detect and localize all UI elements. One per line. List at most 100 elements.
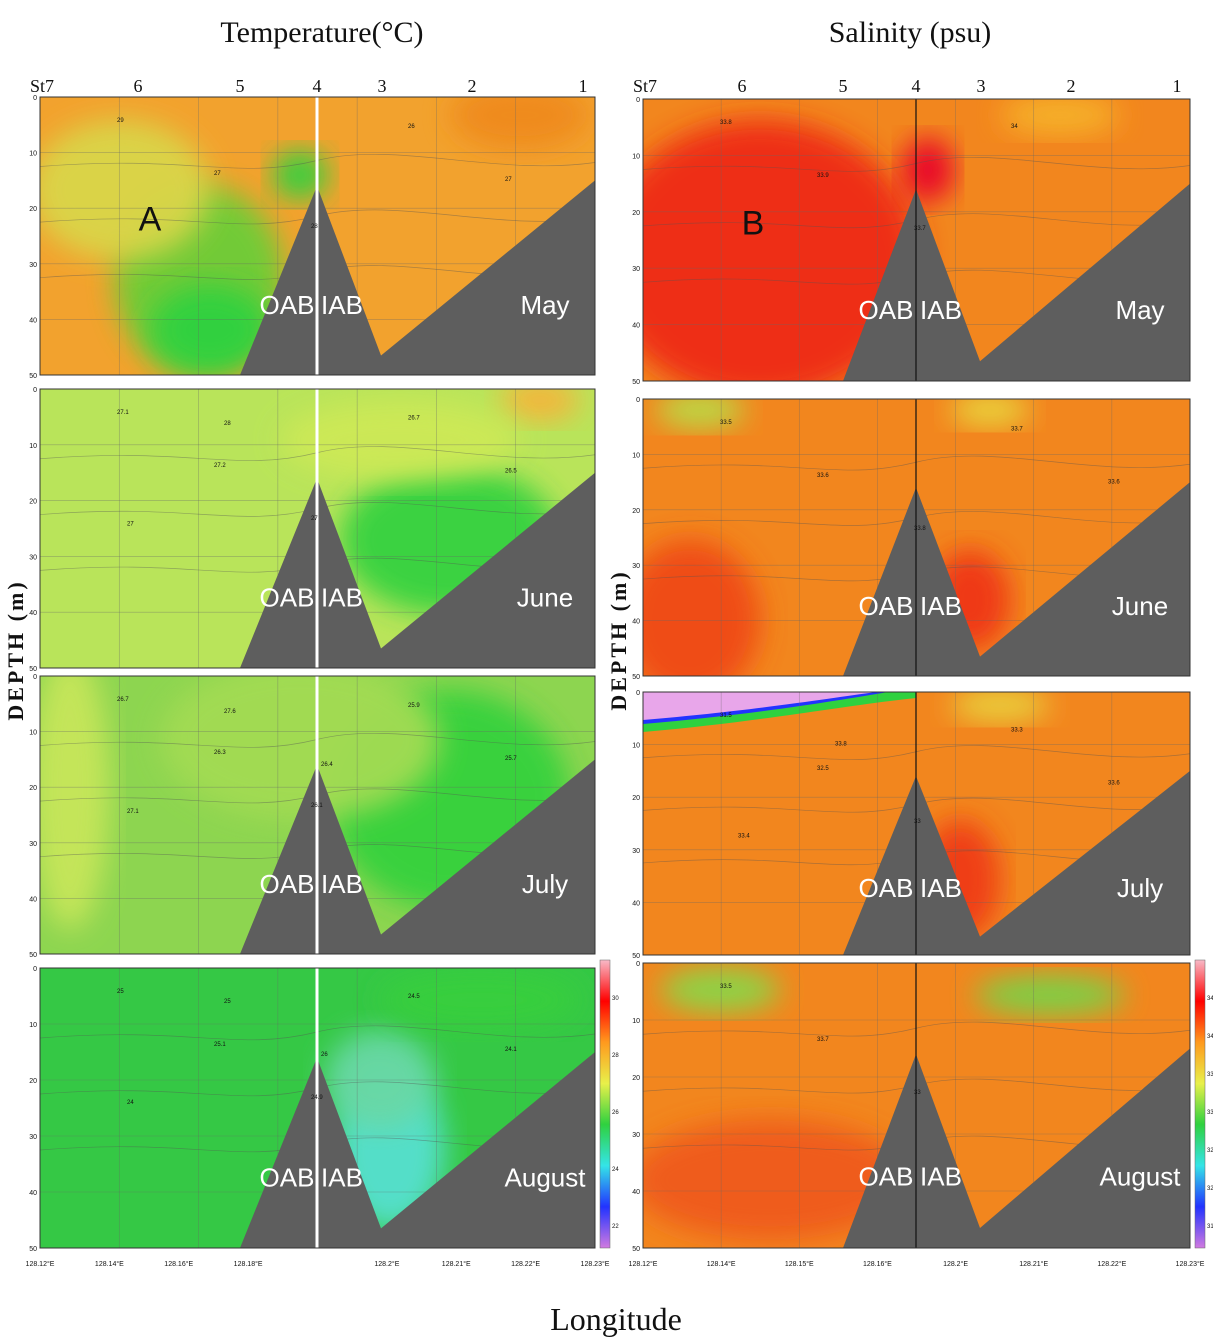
field-blob — [500, 389, 580, 422]
field-blob — [950, 399, 1030, 426]
contour-label: 33.5 — [720, 984, 732, 990]
depth-tick-label: 0 — [636, 97, 640, 104]
longitude-tick-label: 128.2°E — [374, 1260, 399, 1268]
depth-tick-label: 0 — [636, 397, 640, 404]
region-label-oab: OAB — [859, 1161, 914, 1191]
depth-tick-label: 10 — [29, 443, 37, 450]
seabed — [240, 759, 595, 954]
station-label: St7 — [633, 76, 657, 96]
colorbar-bar — [1194, 959, 1206, 1249]
seabed — [843, 770, 1190, 955]
contour-label: 31.5 — [720, 713, 732, 719]
seabed — [843, 1048, 1190, 1248]
colorbar-tick-label: 31.5 — [1207, 1224, 1213, 1230]
contour-label: 24.1 — [505, 1047, 517, 1053]
contour-label: 33.4 — [738, 833, 750, 839]
contour-label: 25.7 — [505, 756, 517, 762]
longitude-ticks-salinity: 128.12°E 128.14°E 128.15°E 128.16°E 128.2°E 1… — [629, 1260, 1205, 1268]
depth-tick-label: 40 — [29, 1190, 37, 1197]
contour-label: 27 — [127, 522, 134, 528]
field-blob — [950, 692, 1050, 721]
panel-frame — [39, 675, 596, 955]
station-label: 4 — [912, 76, 921, 96]
fresh-layer-purple — [643, 692, 876, 720]
contour-label: 28 — [311, 224, 318, 230]
depth-tick-label: 50 — [29, 952, 37, 959]
colorbar-tick-label: 34.5 — [1207, 996, 1213, 1002]
depth-tick-label: 10 — [632, 153, 640, 160]
seabed — [240, 180, 595, 375]
contour-label: 27.1 — [127, 809, 139, 815]
panel-frame — [642, 691, 1191, 956]
contour-label: 27 — [214, 171, 221, 177]
depth-tick-label: 30 — [632, 1132, 640, 1139]
contour-label: 33.7 — [1011, 427, 1023, 433]
seabed — [843, 482, 1190, 676]
depth-tick-label: 40 — [632, 619, 640, 626]
depth-tick-label: 50 — [29, 666, 37, 673]
station-label: 2 — [468, 76, 477, 96]
depth-tick-label: 30 — [29, 262, 37, 269]
depth-tick-label: 20 — [632, 210, 640, 217]
depth-axis-label-right: DEPTH (m) — [606, 569, 631, 710]
depth-tick-label: 30 — [632, 848, 640, 855]
field-blob — [902, 138, 954, 202]
field-blob — [643, 1120, 910, 1240]
station-label: 2 — [1067, 76, 1076, 96]
longitude-tick-label: 128.16°E — [863, 1260, 892, 1268]
temperature-colorbar: 30 28 26 24 22 — [599, 959, 619, 1249]
contour-label: 33.7 — [914, 226, 926, 232]
contour-label: 24.5 — [408, 994, 420, 1000]
region-label-oab: OAB — [260, 583, 315, 613]
contour-label: 28 — [224, 421, 231, 427]
contour-label: 33 — [914, 1090, 921, 1096]
field-blob — [40, 120, 210, 260]
colorbar-tick-label: 28 — [612, 1053, 619, 1059]
contour-label: 24 — [127, 1100, 134, 1106]
depth-tick-label: 50 — [632, 674, 640, 681]
contour-label: 25.9 — [408, 703, 420, 709]
longitude-tick-label: 128.22°E — [1097, 1260, 1126, 1268]
station-label: 1 — [1173, 76, 1182, 96]
depth-tick-label: 0 — [33, 387, 37, 394]
month-label: May — [520, 290, 569, 320]
panel-B-may: 0 10 20 30 40 50 33.8 33.9 33.7 34 OAB IAB May B — [632, 97, 1191, 386]
month-label: June — [1112, 591, 1168, 621]
panel-frame — [39, 967, 596, 1249]
contour-label: 29 — [117, 118, 124, 124]
panel-A-june: 0 10 20 30 40 50 27.1 27.2 27 26.7 26.5 27 28 OAB IAB J… — [29, 387, 596, 673]
contour-label: 25 — [224, 999, 231, 1005]
panel-B-june: 0 10 20 30 40 50 33.5 33.6 33.8 33.7 33.6 OAB IAB Jun… — [632, 397, 1191, 681]
depth-tick-label: 10 — [632, 1018, 640, 1025]
salinity-colorbar: 34.5 34 33.5 33 32.5 32 31.5 — [1194, 959, 1213, 1249]
depth-tick-label: 30 — [632, 563, 640, 570]
region-label-iab: IAB — [920, 295, 962, 325]
region-label-iab: IAB — [920, 873, 962, 903]
panel-letter: A — [139, 200, 162, 238]
contour-label: 26.7 — [408, 416, 420, 422]
contour-label: 26 — [408, 124, 415, 130]
depth-tick-label: 30 — [29, 554, 37, 561]
colorbar-tick-label: 24 — [612, 1167, 619, 1173]
month-label: August — [505, 1162, 587, 1192]
depth-tick-label: 0 — [33, 966, 37, 973]
panel-frame — [39, 96, 596, 376]
region-label-iab: IAB — [920, 1161, 962, 1191]
depth-tick-label: 40 — [632, 323, 640, 330]
depth-tick-label: 0 — [33, 674, 37, 681]
longitude-tick-label: 128.2°E — [943, 1260, 968, 1268]
depth-tick-label: 30 — [632, 266, 640, 273]
panel-B-august: 0 10 20 30 40 50 33.5 33.7 33 OAB IAB August — [632, 961, 1191, 1253]
field-blob — [1000, 99, 1120, 135]
depth-tick-label: 40 — [29, 610, 37, 617]
panel-field — [643, 399, 1190, 676]
station-label: 5 — [839, 76, 848, 96]
longitude-tick-label: 128.12°E — [629, 1260, 658, 1268]
field-blob — [272, 150, 328, 200]
month-label: August — [1100, 1161, 1182, 1191]
station-label: 6 — [738, 76, 747, 96]
depth-tick-label: 40 — [29, 317, 37, 324]
longitude-tick-label: 128.14°E — [95, 1260, 124, 1268]
station-label: 5 — [236, 76, 245, 96]
